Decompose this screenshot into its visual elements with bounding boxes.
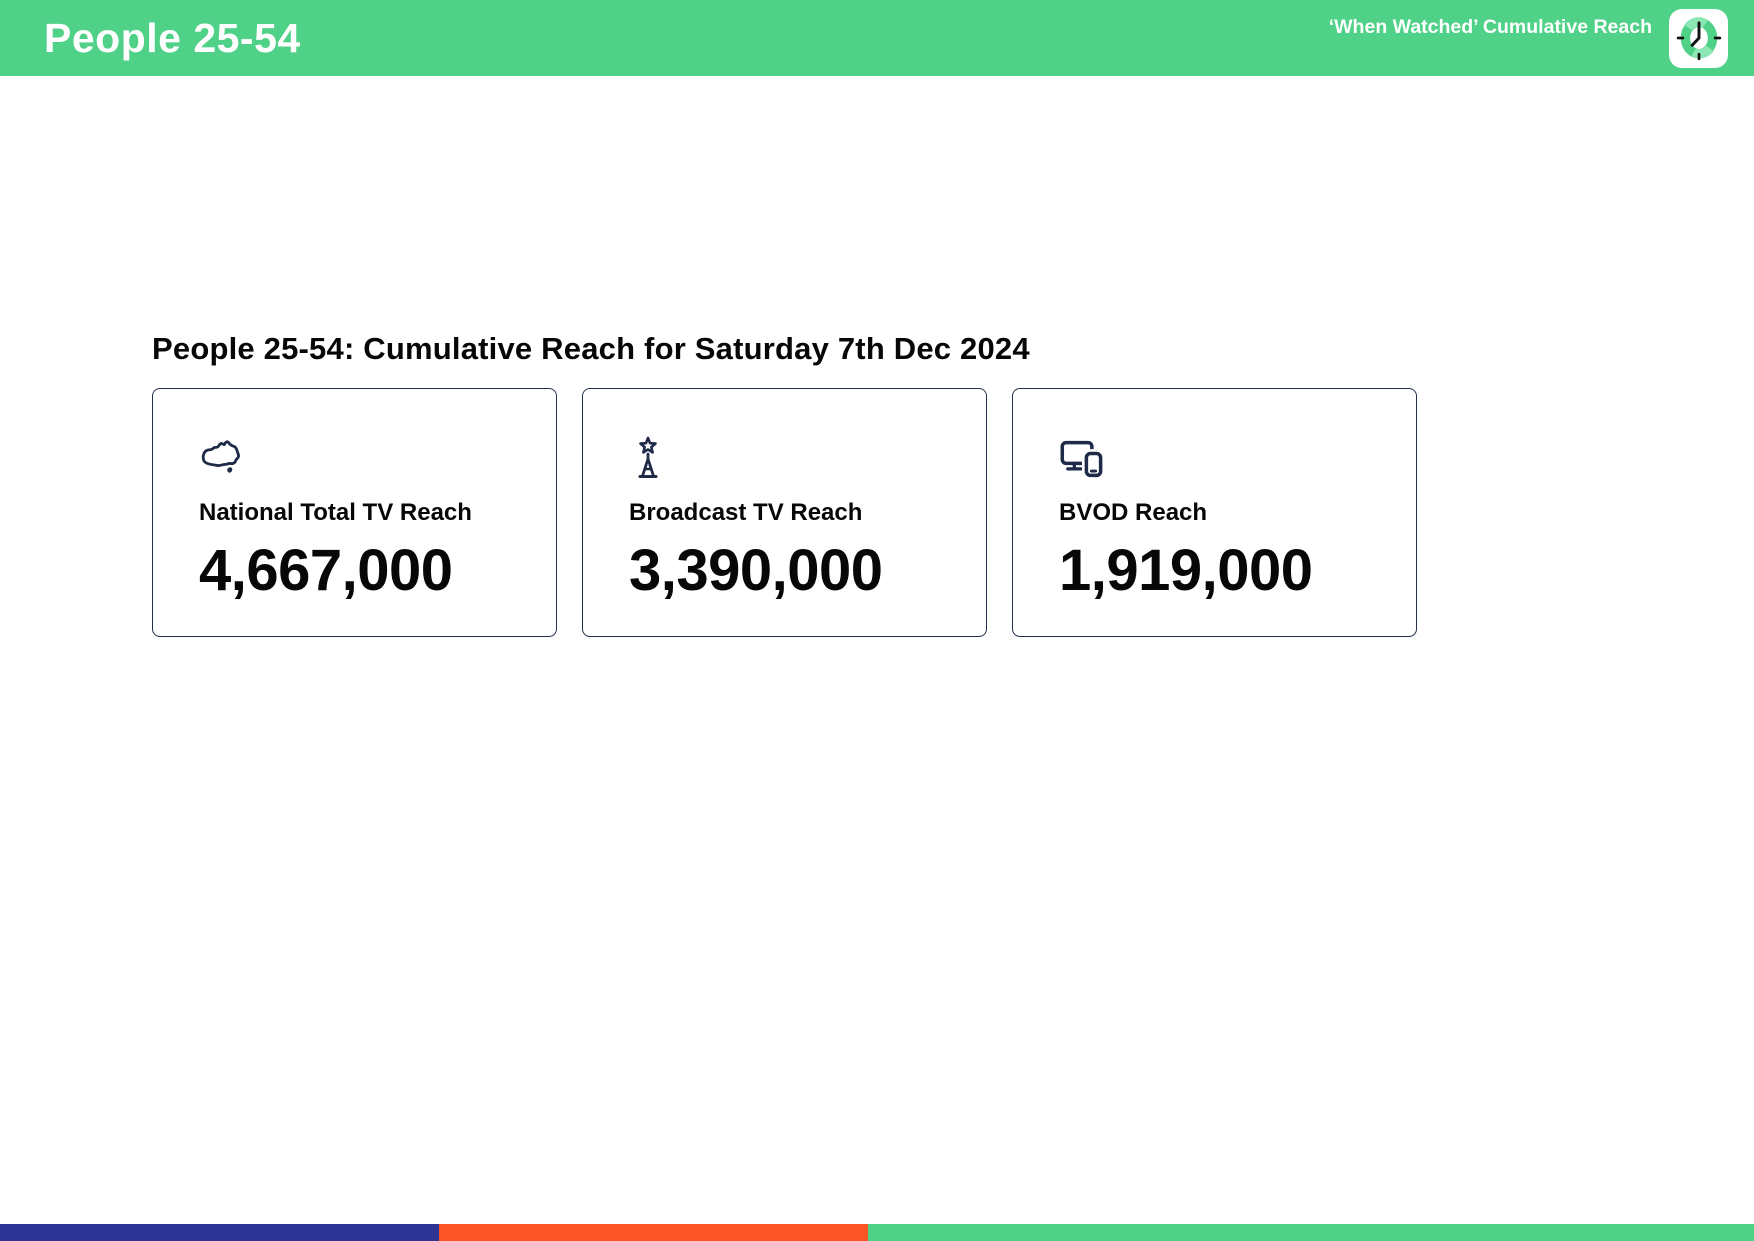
header-right-group: ‘When Watched’ Cumulative Reach	[1329, 0, 1728, 76]
page-title: People 25-54	[44, 14, 301, 61]
metric-cards-row: National Total TV Reach 4,667,000 Broadc…	[152, 388, 1417, 637]
report-subtitle: ‘When Watched’ Cumulative Reach	[1328, 16, 1652, 38]
metric-label: Broadcast TV Reach	[629, 499, 863, 526]
metric-value: 1,919,000	[1059, 538, 1313, 603]
app-header: People 25-54 ‘When Watched’ Cumulative R…	[0, 0, 1754, 76]
metric-label: National Total TV Reach	[199, 499, 472, 526]
metric-card-bvod: BVOD Reach 1,919,000	[1012, 388, 1417, 637]
clock-icon	[1676, 17, 1721, 61]
report-heading: People 25-54: Cumulative Reach for Satur…	[152, 331, 1030, 366]
tv-devices-icon	[1059, 436, 1396, 482]
footer-color-bar	[0, 1224, 1754, 1241]
australia-map-icon	[199, 436, 536, 482]
metric-card-broadcast-tv: Broadcast TV Reach 3,390,000	[582, 388, 987, 637]
metric-value: 4,667,000	[199, 538, 453, 603]
metric-card-national-total-tv: National Total TV Reach 4,667,000	[152, 388, 557, 637]
footer-bar-segment	[438, 1224, 869, 1241]
broadcast-tower-icon	[629, 436, 966, 482]
clock-logo-badge	[1669, 8, 1728, 68]
metric-value: 3,390,000	[629, 538, 883, 603]
metric-label: BVOD Reach	[1059, 499, 1208, 526]
footer-bar-segment	[0, 1224, 439, 1241]
footer-bar-segment	[868, 1224, 1754, 1241]
